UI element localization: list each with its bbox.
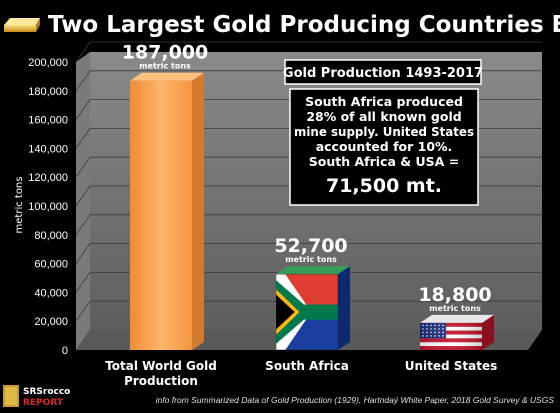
logo-text-2: REPORT xyxy=(23,398,64,408)
value-label: 52,700 xyxy=(274,235,347,257)
source-note: info from Summarized Data of Gold Produc… xyxy=(156,395,555,405)
y-tick-label: 0 xyxy=(62,345,68,357)
bar-top xyxy=(420,314,494,323)
value-unit-label: metric tons xyxy=(285,255,337,264)
category-label: South Africa xyxy=(265,359,349,373)
y-tick-label: 80,000 xyxy=(34,230,68,242)
value-label: 18,800 xyxy=(418,284,491,306)
grid-line-side xyxy=(75,41,91,63)
grid-line-side xyxy=(75,214,91,236)
y-tick-label: 160,000 xyxy=(28,115,68,127)
info-box-title-text: Gold Production 1493-2017 xyxy=(283,66,483,81)
grid-line-side xyxy=(75,272,91,293)
info-line-1: South Africa produced xyxy=(305,94,463,109)
bar-1 xyxy=(130,72,204,350)
y-tick-label: 40,000 xyxy=(34,287,68,299)
grid-line-side xyxy=(75,185,91,207)
bars xyxy=(130,72,494,350)
y-tick-label: 20,000 xyxy=(34,316,68,328)
info-line-5: South Africa & USA = xyxy=(309,154,459,169)
plot-side-wall xyxy=(76,52,90,350)
bar-side xyxy=(338,266,350,350)
y-axis-label: metric tons xyxy=(14,177,25,234)
srsrocco-logo: SRSrocco REPORT xyxy=(3,385,70,408)
y-tick-label: 180,000 xyxy=(28,86,68,98)
category-label: Production xyxy=(124,374,198,388)
y-tick-label: 100,000 xyxy=(28,201,68,213)
info-line-3: mine supply. United States xyxy=(294,124,474,139)
logo-text-1: SRSrocco xyxy=(23,387,70,397)
gold-bar-icon xyxy=(4,18,40,32)
value-unit-label: metric tons xyxy=(139,62,191,71)
chart-title: Two Largest Gold Producing Countries Eve… xyxy=(48,12,560,38)
south-africa-flag xyxy=(276,274,338,350)
info-box-title: Gold Production 1493-2017 xyxy=(283,59,483,85)
bar-side xyxy=(482,314,494,350)
category-label: United States xyxy=(405,359,498,373)
bar-top xyxy=(276,266,350,275)
y-axis-ticks: 0 20,000 40,000 60,000 80,000 100,000 120,000 1… xyxy=(28,57,68,357)
y-tick-label: 140,000 xyxy=(28,143,68,155)
grid-line-side xyxy=(75,300,91,322)
bar-side xyxy=(192,72,204,350)
y-tick-label: 120,000 xyxy=(28,172,68,184)
value-label: 187,000 xyxy=(122,42,209,64)
united-states-flag xyxy=(420,322,482,350)
info-line-2: 28% of all known gold xyxy=(306,109,461,124)
info-box: South Africa produced 28% of all known g… xyxy=(289,88,479,206)
grid-line-side xyxy=(75,243,91,264)
y-tick-label: 60,000 xyxy=(34,259,68,271)
info-line-4: accounted for 10%. xyxy=(316,139,453,154)
bar-2 xyxy=(276,266,350,350)
bar-face xyxy=(130,80,192,350)
y-tick-label: 200,000 xyxy=(28,57,68,69)
grid-line-side xyxy=(75,99,91,120)
grid-line-side xyxy=(75,128,91,149)
value-unit-label: metric tons xyxy=(429,304,481,313)
bar-3 xyxy=(420,314,494,350)
category-label: Total World Gold xyxy=(105,359,217,373)
bar-top xyxy=(130,72,204,81)
grid-line-side xyxy=(75,70,91,92)
info-total: 71,500 mt. xyxy=(326,175,442,197)
grid-line-side xyxy=(75,156,91,178)
